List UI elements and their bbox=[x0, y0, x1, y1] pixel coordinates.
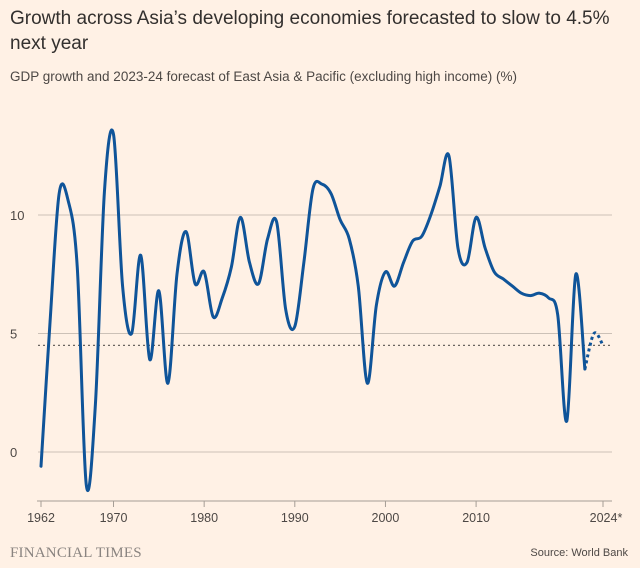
x-tick-label: 1990 bbox=[281, 511, 309, 525]
x-tick-label: 1962 bbox=[27, 511, 55, 525]
x-tick-label: 1970 bbox=[100, 511, 128, 525]
source-note: Source: World Bank bbox=[530, 547, 628, 559]
forecast-line bbox=[583, 331, 605, 370]
x-tick-label: 2000 bbox=[372, 511, 400, 525]
ft-logo: FINANCIAL TIMES bbox=[10, 545, 142, 561]
chart-title: Growth across Asia’s developing economie… bbox=[10, 8, 610, 54]
y-tick-label: 5 bbox=[10, 327, 17, 342]
gdp-growth-line bbox=[39, 128, 587, 493]
x-tick-label: 2010 bbox=[462, 511, 490, 525]
y-tick-label: 0 bbox=[10, 445, 17, 460]
x-tick-label: 1980 bbox=[190, 511, 218, 525]
y-tick-label: 10 bbox=[10, 208, 24, 223]
x-tick-label: 2024* bbox=[590, 511, 623, 525]
chart-subtitle: GDP growth and 2023-24 forecast of East … bbox=[10, 69, 518, 84]
